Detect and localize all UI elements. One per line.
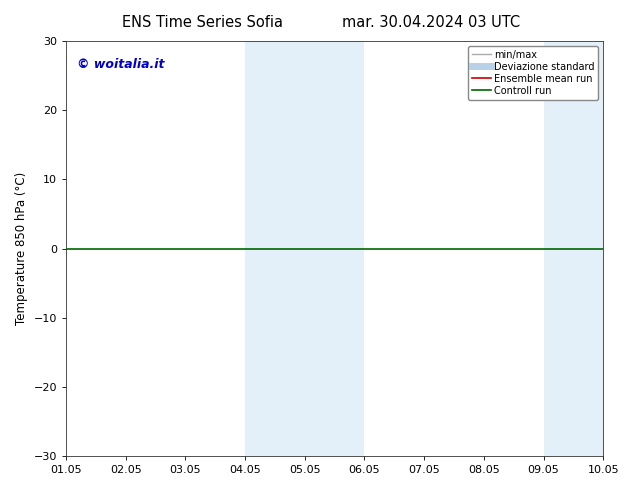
Y-axis label: Temperature 850 hPa (°C): Temperature 850 hPa (°C) — [15, 172, 28, 325]
Text: © woitalia.it: © woitalia.it — [77, 58, 164, 71]
Text: ENS Time Series Sofia: ENS Time Series Sofia — [122, 15, 283, 30]
Legend: min/max, Deviazione standard, Ensemble mean run, Controll run: min/max, Deviazione standard, Ensemble m… — [468, 46, 598, 99]
Bar — [245, 41, 365, 456]
Bar — [543, 41, 603, 456]
Text: mar. 30.04.2024 03 UTC: mar. 30.04.2024 03 UTC — [342, 15, 520, 30]
